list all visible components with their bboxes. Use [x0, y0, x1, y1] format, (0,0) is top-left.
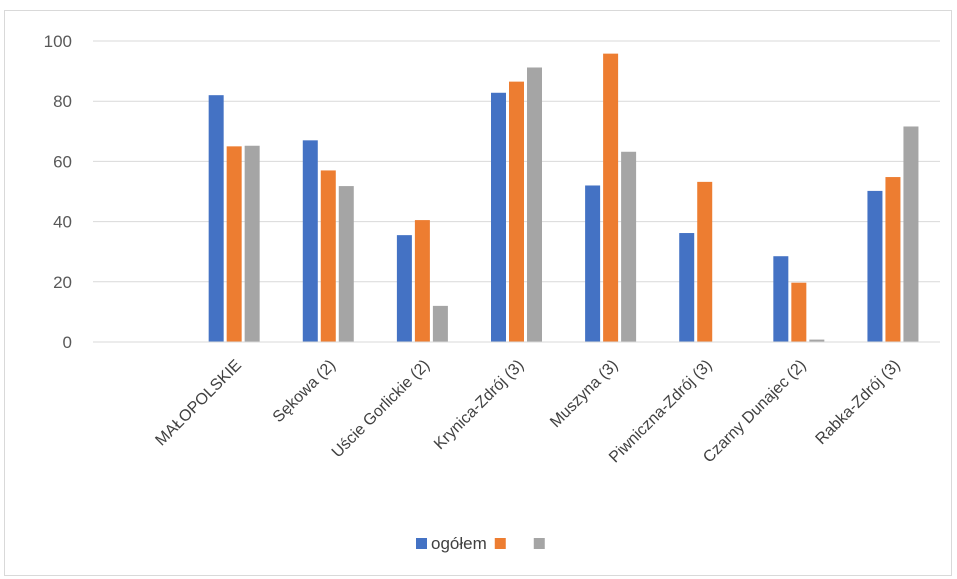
legend-label: ogółem	[431, 534, 487, 553]
x-category-label: Krynica-Zdrój (3)	[431, 357, 527, 453]
bar	[509, 81, 524, 342]
y-tick-label: 0	[63, 333, 72, 352]
legend: ogółem	[416, 534, 545, 553]
bar	[208, 95, 224, 343]
bar	[302, 140, 318, 342]
bar	[396, 235, 412, 342]
y-axis-tick-labels: 0 20 40 60 80 100	[44, 32, 72, 352]
x-axis-category-labels: MAŁOPOLSKIE Sękowa (2)Uście Gorlickie (2)…	[152, 357, 903, 466]
bar	[244, 145, 260, 342]
bar	[414, 220, 430, 342]
bar	[791, 282, 807, 342]
y-tick-label: 100	[44, 32, 72, 51]
bar	[885, 177, 901, 342]
bar	[338, 186, 354, 342]
x-category-label: Uście Gorlickie (2)	[329, 357, 433, 461]
legend-swatch	[416, 538, 427, 549]
x-category-label: Sękowa (2)	[270, 357, 339, 426]
x-category-label: Muszyna (3)	[547, 357, 621, 431]
bar	[603, 53, 619, 342]
x-category-label: MAŁOPOLSKIE	[152, 357, 245, 450]
bar	[867, 190, 883, 342]
bar	[773, 256, 789, 342]
bar	[585, 185, 601, 342]
bar	[432, 305, 448, 342]
bars	[208, 53, 919, 343]
bar	[679, 233, 695, 342]
bar	[697, 181, 713, 342]
bar	[621, 151, 637, 342]
bar	[903, 126, 919, 342]
legend-swatch	[533, 538, 545, 549]
x-category-label: Rabka-Zdrój (3)	[813, 357, 904, 448]
bar	[527, 67, 542, 342]
x-category-label: Piwniczna-Zdrój (3)	[606, 357, 715, 466]
bar	[226, 146, 242, 342]
legend-swatch	[494, 538, 506, 549]
y-tick-label: 80	[53, 92, 72, 111]
y-tick-label: 60	[53, 152, 72, 171]
x-category-label: Czarny Dunajec (2)	[700, 357, 809, 466]
bar	[491, 92, 506, 342]
y-tick-label: 40	[53, 213, 72, 232]
y-tick-label: 20	[53, 273, 72, 292]
bar	[320, 170, 336, 342]
bar	[809, 339, 825, 342]
